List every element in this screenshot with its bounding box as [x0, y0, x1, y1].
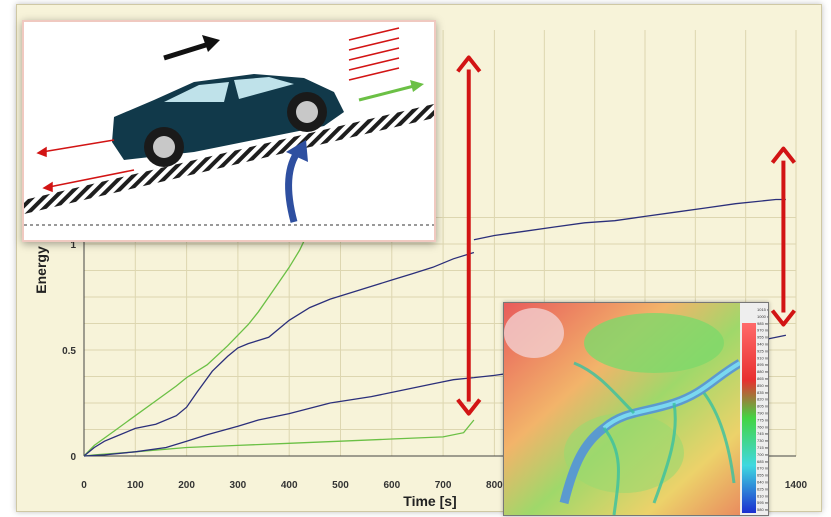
x-tick-label: 200: [178, 480, 195, 491]
elevation-scale-label: 655 m: [757, 473, 768, 478]
tick-labels: 0 100 200 300 400 500 600 700 800 1400 0 0.5 1: [62, 240, 807, 491]
elevation-scale-label: 955 m: [757, 335, 768, 340]
elevation-scale-label: 715 m: [757, 445, 768, 450]
elevation-scale-label: 1000 m: [757, 314, 768, 319]
elevation-scale-label: 685 m: [757, 459, 768, 464]
elevation-scale-label: 865 m: [757, 376, 768, 381]
x-tick-label: 100: [127, 480, 144, 491]
series-line-0: [83, 239, 306, 457]
y-tick-label: 0.5: [62, 346, 76, 357]
green-force-arrow-icon: [358, 80, 424, 102]
drag-arrows-icon: [36, 139, 135, 193]
x-tick-label: 400: [281, 480, 298, 491]
x-tick-label: 800: [486, 480, 503, 491]
y-axis-label: Energy: [33, 246, 49, 294]
x-tick-label: 500: [332, 480, 349, 491]
incline-ramp: [24, 104, 434, 214]
elevation-scale-label: 850 m: [757, 383, 768, 388]
elevation-scale-label: 805 m: [757, 404, 768, 409]
x-tick-label: 700: [435, 480, 452, 491]
elevation-scale-label: 940 m: [757, 342, 768, 347]
y-tick-label: 1: [70, 240, 76, 251]
car-illustration-svg: [24, 27, 434, 226]
elevation-scale-label: 835 m: [757, 390, 768, 395]
elevation-color-scale: [742, 323, 756, 513]
x-tick-label: 1400: [785, 480, 808, 491]
car-on-incline-illustration: [22, 20, 436, 242]
red-double-arrow-0: [456, 55, 482, 416]
elevation-scale-label: 595 m: [757, 500, 768, 505]
motion-arrow-icon: [163, 35, 220, 61]
car-icon: [112, 74, 344, 167]
series-line-3: [83, 376, 474, 457]
elevation-scale-label: 820 m: [757, 397, 768, 402]
elevation-scale-label: 625 m: [757, 486, 768, 491]
headwind-arrows-icon: [348, 27, 400, 81]
elevation-scale-label: 910 m: [757, 355, 768, 360]
elevation-scale-label: 640 m: [757, 480, 768, 485]
red-double-arrow-1: [770, 146, 796, 327]
elevation-scale-label: 1015 m: [757, 307, 768, 312]
elevation-scale-label: 610 m: [757, 493, 768, 498]
elevation-scale-label: 760 m: [757, 424, 768, 429]
elevation-scale-label: 730 m: [757, 438, 768, 443]
x-tick-label: 600: [383, 480, 400, 491]
elevation-scale-label: 670 m: [757, 466, 768, 471]
elevation-scale-label: 970 m: [757, 328, 768, 333]
elevation-scale-label: 745 m: [757, 431, 768, 436]
normal-force-arrow-icon: [285, 140, 308, 223]
series-line-4: [473, 198, 786, 241]
y-tick-label: 0: [70, 452, 76, 463]
elevation-scale-label: 895 m: [757, 362, 768, 367]
x-tick-label: 0: [81, 480, 87, 491]
elevation-scale-label: 580 m: [757, 507, 768, 512]
elevation-scale-label: 925 m: [757, 348, 768, 353]
series-line-1: [83, 251, 475, 457]
elevation-scale-label: 700 m: [757, 452, 768, 457]
elevation-scale-label: 880 m: [757, 369, 768, 374]
elevation-scale-label: 985 m: [757, 321, 768, 326]
x-axis-label: Time [s]: [403, 493, 456, 509]
red-arrows: [456, 55, 796, 416]
elevation-scale-label: 790 m: [757, 411, 768, 416]
elevation-scale-label: 775 m: [757, 417, 768, 422]
x-tick-label: 300: [230, 480, 247, 491]
